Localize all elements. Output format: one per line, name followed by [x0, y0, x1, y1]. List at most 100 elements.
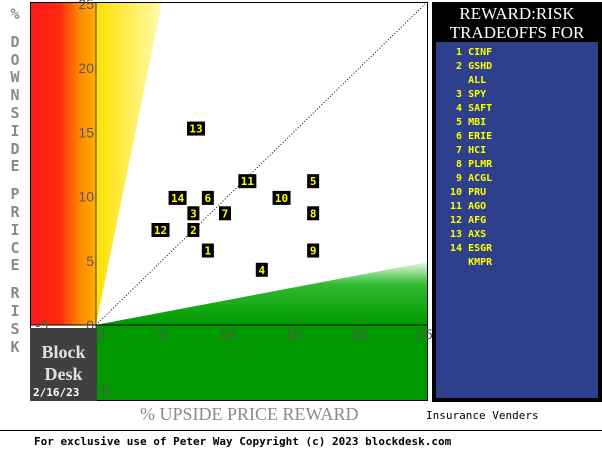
legend-item: 2 GSHD: [444, 60, 492, 74]
legend-item-number: 5: [444, 117, 469, 128]
legend-item-ticker: PLMR: [468, 159, 493, 170]
data-point-box: [187, 206, 200, 221]
legend-item: 10 PRU: [444, 186, 492, 200]
legend-item-ticker: GSHD: [468, 61, 493, 72]
data-point-label: 11: [241, 175, 255, 188]
y-axis-label-char: S: [10, 319, 20, 338]
data-point-box: [307, 243, 320, 258]
legend-item: KMPR: [444, 256, 492, 270]
plot-frame: [30, 2, 428, 401]
data-point-box: [272, 190, 291, 205]
legend-item: 5 MBI: [444, 116, 492, 130]
data-point-box: [168, 190, 187, 205]
legend-item: 11 AGO: [444, 200, 492, 214]
data-point-box: [238, 174, 257, 189]
data-point-box: [201, 243, 214, 258]
legend-item-ticker: ESGR: [468, 243, 493, 254]
legend-item-ticker: ALL: [468, 75, 487, 86]
x-tick-label: -5: [98, 382, 111, 398]
legend-item-number: 12: [444, 215, 469, 226]
data-point-8: 8: [307, 206, 320, 221]
data-point-14: 14: [168, 190, 187, 205]
x-tick-label: 20: [351, 326, 367, 342]
y-axis-label-char: I: [10, 301, 20, 320]
data-point-label: 1: [205, 245, 212, 258]
legend-item-number: 10: [444, 187, 469, 198]
legend-item-ticker: ERIE: [468, 131, 493, 142]
legend-item: ALL: [444, 74, 492, 88]
data-point-label: 12: [154, 224, 167, 237]
legend-item-number: 3: [444, 89, 469, 100]
legend-item: 13 AXS: [444, 228, 492, 242]
data-point-13: 13: [187, 121, 206, 136]
data-point-7: 7: [218, 206, 231, 221]
data-point-label: 2: [190, 224, 197, 237]
data-point-box: [201, 190, 214, 205]
x-axis-label: % UPSIDE PRICE REWARD: [140, 404, 359, 424]
legend-item-ticker: AGO: [468, 201, 487, 212]
logo-line1: Block: [41, 342, 86, 362]
y-axis-label-char: S: [10, 103, 20, 122]
data-point-12: 12: [151, 222, 170, 237]
data-point-box: [307, 206, 320, 221]
data-point-2: 2: [187, 222, 200, 237]
legend-item-ticker: CINF: [468, 47, 493, 58]
red-risk-zone: [30, 2, 96, 325]
legend-item-ticker: HCI: [468, 145, 487, 156]
y-axis-label-char: R: [10, 284, 20, 303]
data-point-label: 4: [259, 264, 266, 277]
legend-list: 1 CINF 2 GSHD ALL 3 SPY 4 SAFT 5 MBI 6 E…: [444, 46, 492, 270]
data-point-box: [187, 121, 206, 136]
data-point-box: [255, 262, 268, 277]
y-axis-label-char: %: [10, 5, 20, 23]
x-tick-label: 15: [286, 326, 302, 342]
legend-item-number: 11: [444, 201, 469, 212]
logo-date: 2/16/23: [33, 386, 80, 399]
legend-item-number: 6: [444, 131, 469, 142]
y-axis-label-char: W: [10, 68, 20, 87]
data-point-box: [218, 206, 231, 221]
legend-box: REWARD:RISK TRADEOFFS FOR 1 CINF 2 GSHD …: [432, 2, 602, 402]
legend-item: 12 AFG: [444, 214, 492, 228]
data-point-label: 6: [205, 192, 212, 205]
legend-item: 6 ERIE: [444, 130, 492, 144]
legend-item-ticker: PRU: [468, 187, 487, 198]
legend-item-number: 9: [444, 173, 469, 184]
data-point-1: 1: [201, 243, 214, 258]
y-axis-label-char: D: [10, 139, 20, 158]
legend-item-number: 4: [444, 103, 469, 114]
y-tick-label: 10: [78, 189, 94, 205]
green-wedge: [96, 262, 428, 325]
data-point-label: 13: [189, 123, 202, 136]
y-axis-label-char: D: [10, 32, 20, 51]
y-axis-label-char: C: [10, 238, 20, 257]
legend-item: 9 ACGL: [444, 172, 492, 186]
legend-item-number: 1: [444, 47, 469, 58]
x-tick-label: 25: [417, 326, 432, 342]
legend-item-ticker: MBI: [468, 117, 487, 128]
legend-title-line2: TRADEOFFS FOR: [449, 23, 585, 42]
legend-panel: 1 CINF 2 GSHD ALL 3 SPY 4 SAFT 5 MBI 6 E…: [436, 42, 598, 398]
x-tick-label: 5: [158, 326, 166, 342]
legend-item: 1 CINF: [444, 46, 492, 60]
data-point-label: 10: [275, 192, 288, 205]
data-point-label: 7: [222, 207, 229, 220]
data-point-label: 5: [310, 175, 317, 188]
data-point-6: 6: [201, 190, 214, 205]
legend-item-number: 14: [444, 243, 469, 254]
legend-item-ticker: AXS: [468, 229, 487, 240]
y-tick-label: 20: [78, 60, 94, 76]
y-axis-label-char: R: [10, 202, 20, 221]
legend-item-ticker: KMPR: [468, 257, 493, 268]
logo-line2: Desk: [44, 364, 83, 384]
legend-title-line1: REWARD:RISK: [459, 4, 575, 23]
y-axis-label-char: K: [10, 337, 20, 356]
legend-item-ticker: SAFT: [468, 103, 493, 114]
data-point-label: 9: [310, 245, 317, 258]
y-tick-label: 15: [78, 124, 94, 140]
data-point-box: [151, 222, 170, 237]
y-tick-label: 5: [86, 253, 94, 269]
